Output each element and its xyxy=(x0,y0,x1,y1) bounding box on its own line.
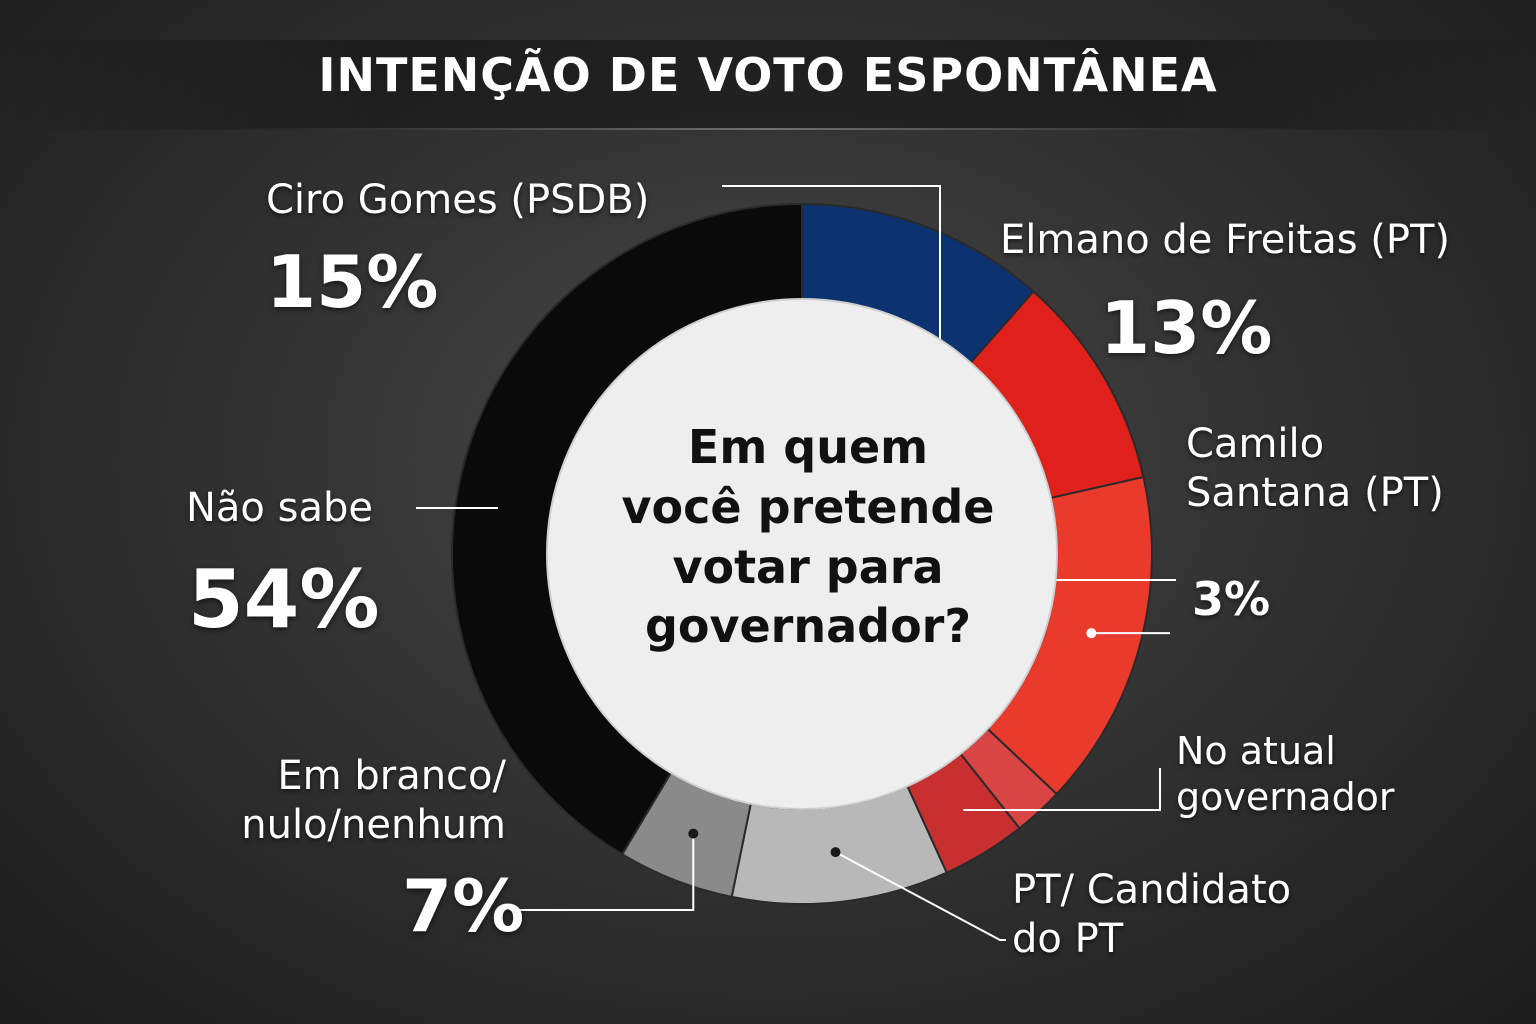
leader-dot-branco xyxy=(688,828,699,839)
title-band xyxy=(0,40,1536,130)
center-disc xyxy=(546,298,1058,810)
naosabe-value: 54% xyxy=(188,553,380,646)
branco-value: 7% xyxy=(402,864,525,948)
elmano-value: 13% xyxy=(1100,286,1273,370)
leader-atual-governador xyxy=(958,768,1161,812)
center-question: Em quem você pretende votar para governa… xyxy=(621,420,995,654)
ciro-label: Ciro Gomes (PSDB) xyxy=(266,177,650,223)
leader-em-branco xyxy=(510,833,695,911)
atual-governador-label: No atual governador xyxy=(1176,729,1395,820)
pt-candidato-label: PT/ Candidato do PT xyxy=(1012,867,1292,962)
ciro-value: 15% xyxy=(266,240,439,324)
leader-dot-camilo xyxy=(1086,628,1097,639)
three-percent-value: 3% xyxy=(1192,572,1271,626)
camilo-label: Camilo Santana (PT) xyxy=(1186,421,1444,516)
naosabe-label: Não sabe xyxy=(186,485,373,531)
leader-dot-pt xyxy=(830,847,841,858)
leader-ciro xyxy=(722,185,941,369)
leader-dot-atual xyxy=(953,805,964,816)
branco-label: Em branco/ nulo/nenhum xyxy=(241,753,506,848)
chart-title: INTENÇÃO DE VOTO ESPONTÂNEA xyxy=(318,48,1218,102)
elmano-label: Elmano de Freitas (PT) xyxy=(1000,217,1451,263)
leader-pt-candidato xyxy=(835,851,1006,941)
